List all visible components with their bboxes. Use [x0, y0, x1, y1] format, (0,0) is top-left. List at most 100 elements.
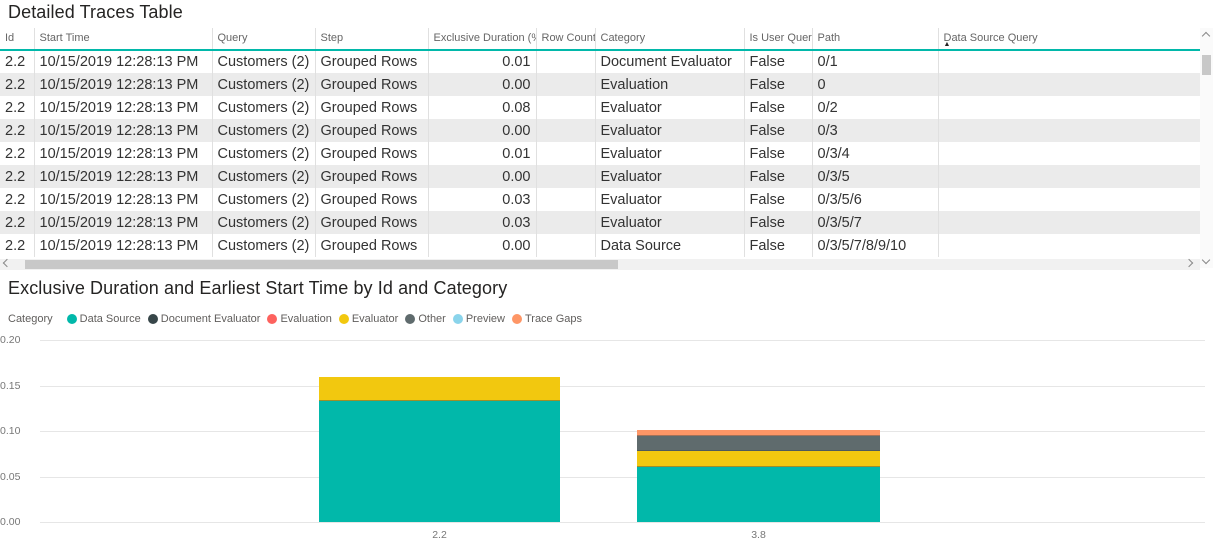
cell-data-source-query — [938, 211, 1201, 234]
cell-step: Grouped Rows — [315, 50, 429, 73]
cell-exclusive-duration: 0.01 — [428, 142, 537, 165]
table-row[interactable]: 2.2 10/15/2019 12:28:13 PM Customers (2) Gr… — [0, 73, 1201, 96]
cell-category: Evaluator — [595, 96, 745, 119]
table-row[interactable]: 2.2 10/15/2019 12:28:13 PM Customers (2) Gr… — [0, 142, 1201, 165]
vertical-scroll-thumb[interactable] — [1202, 55, 1211, 75]
legend-item-label: Preview — [465, 313, 505, 325]
legend-item-data-source[interactable]: Data Source — [66, 313, 141, 325]
cell-exclusive-duration: 0.00 — [428, 165, 537, 188]
y-axis-tick-label: 0.20 — [0, 334, 21, 346]
y-axis-tick-label: 0.10 — [0, 425, 21, 437]
legend-item-label: Data Source — [79, 313, 141, 325]
legend-item-evaluation[interactable]: Evaluation — [267, 313, 332, 325]
cell-step: Grouped Rows — [315, 234, 429, 257]
cell-is-user-query: False — [744, 50, 813, 73]
cell-id: 2.2 — [0, 142, 35, 165]
cell-exclusive-duration: 0.03 — [428, 188, 537, 211]
cell-query: Customers (2) — [212, 211, 316, 234]
cell-exclusive-duration: 0.01 — [428, 50, 537, 73]
column-header-exclusive-duration[interactable]: Exclusive Duration (%) — [428, 28, 537, 51]
column-header-row-count[interactable]: Row Count — [536, 28, 596, 51]
column-header-data-source-query[interactable]: Data Source Query ▲ — [938, 28, 1201, 51]
legend-item-evaluator[interactable]: Evaluator — [338, 313, 399, 325]
cell-category: Evaluator — [595, 188, 745, 211]
cell-data-source-query — [938, 50, 1201, 73]
cell-query: Customers (2) — [212, 50, 316, 73]
cell-id: 2.2 — [0, 234, 35, 257]
cell-is-user-query: False — [744, 142, 813, 165]
legend-item-document-evaluator[interactable]: Document Evaluator — [147, 313, 261, 325]
table-row[interactable]: 2.2 10/15/2019 12:28:13 PM Customers (2) Gr… — [0, 165, 1201, 188]
cell-exclusive-duration: 0.03 — [428, 211, 537, 234]
table-header-row: Id Start Time Query Step Exclusive Duration … — [0, 28, 1201, 51]
bar-segment-3-8-trace-gaps[interactable] — [637, 430, 880, 437]
legend-item-label: Document Evaluator — [160, 313, 261, 325]
gridline — [40, 476, 1205, 478]
table-row[interactable]: 2.2 10/15/2019 12:28:13 PM Customers (2) Gr… — [0, 234, 1201, 257]
cell-step: Grouped Rows — [315, 119, 429, 142]
column-header-is-user-query[interactable]: Is User Query — [744, 28, 813, 51]
cell-is-user-query: False — [744, 119, 813, 142]
cell-is-user-query: False — [744, 96, 813, 119]
table-row[interactable]: 2.2 10/15/2019 12:28:13 PM Customers (2) Gr… — [0, 188, 1201, 211]
legend-title: Category — [8, 313, 53, 325]
bar-segment-3-8-other[interactable] — [637, 436, 880, 452]
legend-item-preview[interactable]: Preview — [452, 313, 505, 325]
scroll-right-button[interactable] — [1184, 258, 1198, 271]
legend-color-dot — [405, 314, 416, 324]
bar-segment-3-8-data-source[interactable] — [637, 467, 880, 522]
cell-is-user-query: False — [744, 211, 813, 234]
cell-path: 0/3/5/6 — [812, 188, 939, 211]
column-header-start-time[interactable]: Start Time — [34, 28, 213, 51]
cell-start-time: 10/15/2019 12:28:13 PM — [34, 165, 213, 188]
cell-start-time: 10/15/2019 12:28:13 PM — [34, 234, 213, 257]
column-header-step[interactable]: Step — [315, 28, 429, 51]
cell-row-count — [536, 211, 596, 234]
cell-path: 0/3/5/7/8/9/10 — [812, 234, 939, 257]
table-horizontal-scrollbar[interactable] — [0, 258, 1200, 271]
scroll-down-button[interactable] — [1200, 255, 1213, 268]
legend-item-trace-gaps[interactable]: Trace Gaps — [511, 313, 583, 325]
legend-item-label: Trace Gaps — [524, 313, 583, 325]
sort-ascending-icon: ▲ — [943, 41, 951, 48]
cell-row-count — [536, 119, 596, 142]
legend-item-other[interactable]: Other — [405, 313, 446, 325]
chevron-up-icon — [1201, 31, 1211, 41]
column-header-query[interactable]: Query — [212, 28, 316, 51]
cell-data-source-query — [938, 96, 1201, 119]
cell-data-source-query — [938, 234, 1201, 257]
column-header-path[interactable]: Path — [812, 28, 939, 51]
cell-start-time: 10/15/2019 12:28:13 PM — [34, 73, 213, 96]
cell-query: Customers (2) — [212, 96, 316, 119]
chart-legend: Category Data Source Document Evaluator Ev… — [8, 312, 589, 326]
table-row[interactable]: 2.2 10/15/2019 12:28:13 PM Customers (2) Gr… — [0, 119, 1201, 142]
legend-item-label: Evaluator — [351, 313, 399, 325]
cell-data-source-query — [938, 119, 1201, 142]
bar-segment-2-2-data-source[interactable] — [319, 400, 560, 522]
bar-segment-2-2-evaluator[interactable] — [319, 377, 560, 401]
table-vertical-scrollbar[interactable] — [1200, 28, 1213, 268]
cell-exclusive-duration: 0.00 — [428, 234, 537, 257]
horizontal-scroll-thumb[interactable] — [25, 260, 618, 269]
cell-exclusive-duration: 0.00 — [428, 73, 537, 96]
scroll-up-button[interactable] — [1200, 28, 1213, 41]
cell-category: Document Evaluator — [595, 50, 745, 73]
bar-segment-3-8-evaluator[interactable] — [637, 451, 880, 468]
cell-id: 2.2 — [0, 188, 35, 211]
cell-query: Customers (2) — [212, 165, 316, 188]
cell-is-user-query: False — [744, 165, 813, 188]
legend-color-dot — [66, 314, 77, 324]
cell-path: 0/3/5/7 — [812, 211, 939, 234]
cell-step: Grouped Rows — [315, 188, 429, 211]
column-header-category[interactable]: Category — [595, 28, 745, 51]
table-row[interactable]: 2.2 10/15/2019 12:28:13 PM Customers (2) Gr… — [0, 50, 1201, 73]
scroll-left-button[interactable] — [0, 258, 13, 271]
table-row[interactable]: 2.2 10/15/2019 12:28:13 PM Customers (2) Gr… — [0, 96, 1201, 119]
cell-row-count — [536, 142, 596, 165]
table-row[interactable]: 2.2 10/15/2019 12:28:13 PM Customers (2) Gr… — [0, 211, 1201, 234]
y-axis-tick-label: 0.05 — [0, 470, 21, 483]
cell-category: Evaluator — [595, 211, 745, 234]
column-header-id[interactable]: Id — [0, 28, 35, 51]
detailed-traces-table: Id Start Time Query Step Exclusive Duration … — [0, 28, 1201, 257]
table-title: Detailed Traces Table — [8, 2, 183, 22]
